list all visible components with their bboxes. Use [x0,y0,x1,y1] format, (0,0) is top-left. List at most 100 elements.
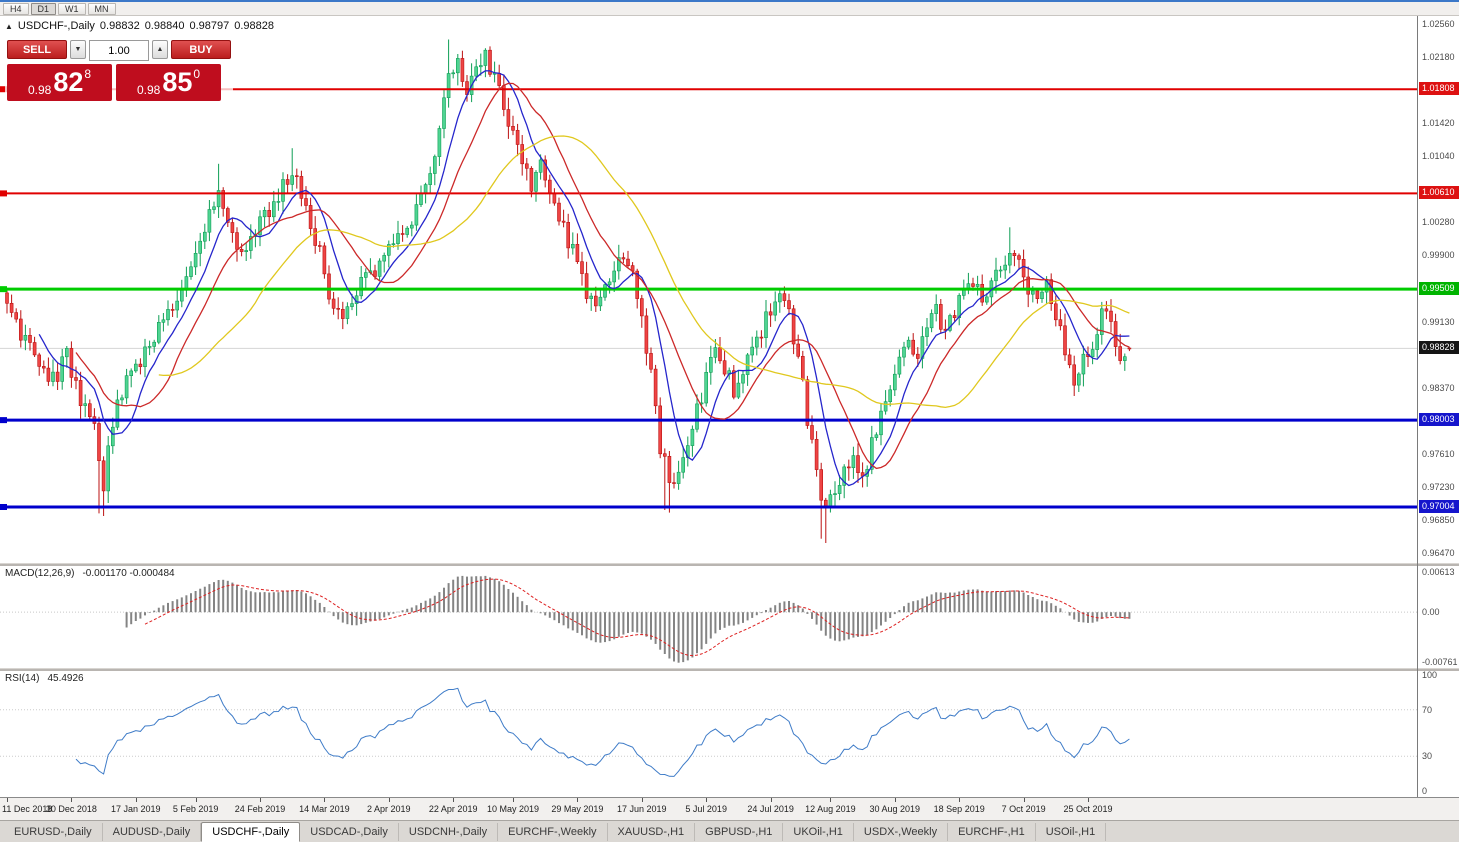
symbol-tab-eurchf-weekly[interactable]: EURCHF-,Weekly [498,822,608,841]
hline-left-tag [0,503,7,510]
candlesticks [5,39,1132,543]
time-tick [195,798,197,802]
timeframe-w1-button[interactable]: W1 [58,2,86,15]
symbol-tab-xauusd-h1[interactable]: XAUUSD-,H1 [608,822,696,841]
time-tick [513,798,514,802]
macd-values: -0.001170 -0.000484 [82,568,175,579]
price-chart-canvas[interactable] [0,16,1417,563]
time-label: 10 May 2019 [486,804,540,814]
timeframe-h4-button[interactable]: H4 [3,2,29,15]
time-label: 29 May 2019 [551,804,604,814]
hline-left-tag [0,417,7,424]
symbol-tab-audusd-daily[interactable]: AUDUSD-,Daily [103,822,202,841]
chart-ohlc-header: ▲ USDCHF-,Daily 0.98832 0.98840 0.98797 0.988… [5,20,279,32]
sell-price-sup: 8 [84,67,92,81]
timeframe-mn-button[interactable]: MN [87,2,116,15]
time-tick [135,798,137,802]
sell-button[interactable]: SELL [7,40,67,59]
time-label: 12 Aug 2019 [805,804,856,814]
buy-price-display[interactable]: 0.98 85 0 [116,64,221,101]
time-label: 17 Jun 2019 [617,804,667,814]
time-label: 7 Oct 2019 [1001,804,1046,814]
symbol-tab-ukoil-h1[interactable]: UKOil-,H1 [783,822,854,841]
buy-price-main: 0.98 [136,83,161,97]
rsi-canvas[interactable] [0,671,1417,797]
price-tick-label: 0.00613 [1422,567,1455,577]
price-chart-panel[interactable]: ▲ USDCHF-,Daily 0.98832 0.98840 0.98797 0.988… [0,16,1417,563]
price-tick-label: 100 [1422,670,1438,680]
macd-canvas[interactable] [0,566,1417,668]
price-tick-label: 0.99130 [1422,317,1455,327]
symbol-tab-usoil-h1[interactable]: USOil-,H1 [1036,822,1107,841]
price-tick-label: 0.96470 [1422,548,1455,558]
time-label: 17 Jan 2019 [111,804,161,814]
sell-price-display[interactable]: 0.98 82 8 [7,64,112,101]
timeframe-toolbar: H4 D1 W1 MN [0,2,1459,16]
time-label: 25 Oct 2019 [1063,804,1113,814]
moving-average-line [75,82,1130,470]
volume-input[interactable] [89,40,149,61]
price-tick-label: 0.00 [1422,607,1440,617]
price-badge: 1.01808 [1419,82,1459,95]
macd-indicator-panel[interactable]: MACD(12,26,9) -0.001170 -0.000484 [0,566,1417,668]
time-tick [388,798,390,802]
close-value: 0.98828 [234,20,274,32]
time-label: 18 Sep 2019 [933,804,985,814]
rsi-indicator-panel[interactable]: RSI(14) 45.4926 [0,671,1417,797]
high-value: 0.98840 [144,20,185,32]
volume-decrease-button[interactable]: ▼ [70,40,86,59]
time-label: 11 Dec 2018 [2,804,53,814]
price-tick-label: 1.02560 [1422,19,1455,29]
moving-average-line [38,70,1130,487]
time-tick [641,798,643,802]
price-tick-label: 0.96850 [1422,515,1455,525]
symbol-tab-usdchf-daily[interactable]: USDCHF-,Daily [201,821,301,842]
symbol-tab-eurchf-h1[interactable]: EURCHF-,H1 [948,822,1036,841]
time-tick [324,798,326,802]
time-label: 5 Feb 2019 [172,804,219,814]
time-label: 2 Apr 2019 [367,804,411,814]
price-tick-label: 0.97610 [1422,449,1455,459]
collapse-panel-icon[interactable]: ▲ [5,22,13,31]
symbol-tab-usdcad-daily[interactable]: USDCAD-,Daily [300,822,399,841]
buy-button[interactable]: BUY [171,40,231,59]
hline-left-tag [0,86,7,93]
buy-price-big: 85 [162,67,193,97]
price-axis[interactable]: 1.02560 1.02180 1.01420 1.01040 1.00280 0.999… [1417,16,1459,797]
macd-header: MACD(12,26,9) -0.001170 -0.000484 [5,568,183,579]
timeframe-d1-button[interactable]: D1 [30,2,57,15]
moving-average-line [158,135,1130,409]
time-tick [577,798,579,802]
time-tick [71,798,73,802]
volume-increase-button[interactable]: ▲ [152,40,168,59]
price-badge: 0.99509 [1419,282,1459,295]
one-click-trading-panel: SELL ▼ ▲ BUY 0.98 82 8 0.98 85 0 [5,38,233,103]
macd-label: MACD(12,26,9) [5,568,75,579]
sell-price-main: 0.98 [27,83,52,97]
symbol-tab-eurusd-daily[interactable]: EURUSD-,Daily [4,822,103,841]
price-tick-label: 70 [1422,705,1433,715]
time-tick [830,798,832,802]
time-label: 14 Mar 2019 [299,804,350,814]
time-tick [1088,798,1089,802]
rsi-line [75,687,1130,777]
price-tick-label: 1.01040 [1422,151,1455,161]
price-tick-label: 1.00280 [1422,217,1455,227]
price-badge: 0.98003 [1419,413,1459,426]
price-tick-label: 1.01420 [1422,118,1455,128]
hline-left-tag [0,286,7,293]
window-top-edge [0,0,1459,2]
time-axis[interactable]: 11 Dec 2018 30 Dec 2018 17 Jan 2019 5 Feb 2… [0,797,1459,820]
chart-symbol-label: USDCHF-,Daily [17,20,95,32]
symbol-tab-gbpusd-h1[interactable]: GBPUSD-,H1 [695,822,784,841]
low-value: 0.98797 [189,20,230,32]
time-tick [770,798,772,802]
price-tick-label: 0.98370 [1422,383,1455,393]
price-tick-label: 0 [1422,786,1428,796]
panel-splitter[interactable] [0,563,1459,566]
symbol-tab-usdcnh-daily[interactable]: USDCNH-,Daily [399,822,499,841]
time-label: 24 Jul 2019 [747,804,794,814]
symbol-tab-usdx-weekly[interactable]: USDX-,Weekly [854,822,949,841]
panel-splitter[interactable] [0,668,1459,671]
